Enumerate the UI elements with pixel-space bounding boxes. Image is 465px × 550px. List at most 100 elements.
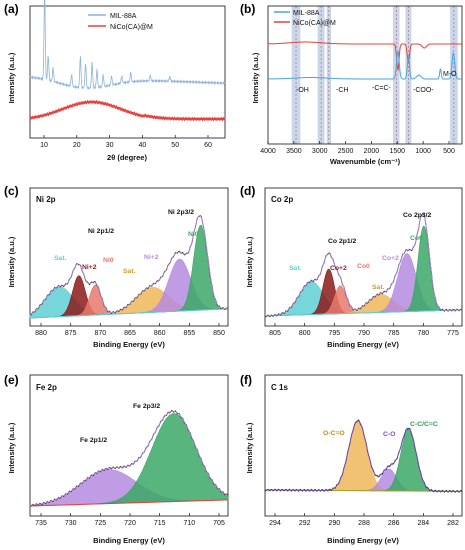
panel-d-xlabel: Binding Energy (eV): [327, 340, 399, 349]
envelope-fit-line: [265, 420, 462, 492]
annot-co2-2: Co+2: [382, 255, 399, 262]
panel-a-label: (a): [4, 2, 19, 16]
background-line: [265, 309, 462, 317]
x-tick-label: 875: [65, 330, 77, 337]
x-tick-label: 730: [65, 520, 77, 527]
panel-c-frame: [29, 187, 229, 327]
panel-f-frame: [264, 374, 463, 517]
annot-ni0-1: Ni0: [103, 257, 114, 264]
series-nico-ir-line: [268, 41, 462, 71]
annot-fe2p32: Fe 2p3/2: [133, 403, 160, 410]
x-tick-label: 775: [447, 330, 459, 337]
panel-b-bands: [291, 6, 458, 144]
annot-ni0-2: Ni0: [188, 231, 199, 238]
panel-e-label: (e): [4, 373, 19, 387]
annot-coo: -COO-: [413, 87, 434, 94]
panel-b-ylabel: Intensity (a.u.): [251, 52, 260, 103]
annot-co0-1: Co0: [357, 263, 370, 270]
annot-co2p12: Co 2p1/2: [328, 238, 357, 245]
panel-b: (b) Intensity (a.u.) MIL-88A NiCo(CA)@M …: [240, 2, 463, 166]
series-mil-ir-line: [268, 50, 462, 80]
panel-a-xlabel: 2θ (degree): [107, 153, 147, 162]
legend-nico-ir-label: NiCo(CA)@M: [293, 20, 336, 27]
annot-co: C-O: [383, 431, 395, 438]
annot-ni2-2: Ni+2: [144, 254, 159, 261]
panel-d-frame: [264, 187, 463, 327]
annot-co2-1: Co+2: [330, 265, 347, 272]
envelope-fit-line: [29, 215, 228, 315]
x-tick-label: 785: [388, 330, 400, 337]
x-tick-label: 40: [139, 142, 147, 149]
panel-b-xlabel: Wavenumble (cm⁻¹): [330, 157, 401, 166]
panel-f: (f) C 1s Intensity (a.u.) Binding Energy…: [240, 373, 463, 545]
annot-sat-1: Sat.: [54, 255, 67, 262]
panel-e-title: Fe 2p: [36, 383, 57, 392]
x-tick-label: 288: [358, 520, 370, 527]
annot-sat-d1: Sat.: [289, 265, 302, 272]
panel-a-ylabel: Intensity (a.u.): [7, 52, 16, 103]
panel-f-xticks: 294 292 290 288 286 284 282: [269, 513, 459, 527]
annot-cc: -C=C-: [372, 85, 392, 92]
x-tick-label: 60: [204, 142, 212, 149]
annot-oh: -OH: [296, 87, 309, 94]
envelope-fit-line: [30, 410, 229, 506]
panel-c-xlabel: Binding Energy (eV): [93, 340, 165, 349]
x-tick-label: 795: [328, 330, 340, 337]
annot-sat-2: Sat.: [123, 268, 136, 275]
panel-f-title: C 1s: [271, 383, 288, 392]
panel-f-label: (f): [240, 373, 252, 387]
x-tick-label: 292: [299, 520, 311, 527]
panel-a-frame: [29, 5, 226, 139]
series-mil-88a-line: [29, 0, 226, 91]
x-tick-label: 715: [154, 520, 166, 527]
annot-ocoo: O-C=O: [323, 430, 345, 437]
panel-b-xticks: 4000 3500 3000 2500 2000 1500 1000 500: [260, 141, 455, 155]
fit-component: [30, 413, 229, 507]
x-tick-label: 500: [443, 148, 455, 155]
panel-c-plot: [29, 214, 229, 319]
panel-a-xticks: 10 20 30 40 50 60: [40, 135, 212, 149]
x-tick-label: 3500: [286, 148, 302, 155]
panel-d-xticks: 805 800 795 790 785 780 775: [269, 323, 459, 337]
annot-sat-d2: Sat.: [372, 284, 385, 291]
panel-d-title: Co 2p: [271, 195, 293, 204]
x-tick-label: 290: [328, 520, 340, 527]
x-tick-label: 725: [94, 520, 106, 527]
annot-co0-2: Co0: [410, 235, 423, 242]
panel-b-frame: [267, 5, 463, 145]
x-tick-label: 284: [417, 520, 429, 527]
annot-ch: -CH: [336, 87, 348, 94]
x-tick-label: 855: [183, 330, 195, 337]
x-tick-label: 294: [269, 520, 281, 527]
x-tick-label: 865: [124, 330, 136, 337]
envelope-fit-line: [264, 213, 462, 317]
x-tick-label: 705: [213, 520, 225, 527]
annot-co2p32: Co 2p3/2: [403, 212, 432, 219]
x-tick-label: 735: [35, 520, 47, 527]
background-line: [30, 499, 228, 507]
panel-e-frame: [29, 374, 229, 517]
annot-ni2-1: Ni+2: [82, 264, 97, 271]
panel-c-label: (c): [4, 184, 19, 198]
x-tick-label: 4000: [260, 148, 276, 155]
panel-d-label: (d): [240, 184, 255, 198]
x-tick-label: 880: [35, 330, 47, 337]
x-tick-label: 20: [73, 142, 81, 149]
x-tick-label: 3000: [312, 148, 328, 155]
panel-e: (e) Fe 2p Intensity (a.u.) Binding Energ…: [4, 373, 229, 545]
panel-f-xlabel: Binding Energy (eV): [327, 536, 399, 545]
panel-d: (d) Co 2p Intensity (a.u.) Binding Energ…: [240, 184, 463, 349]
panel-c: (c) Ni 2p Intensity (a.u.) Binding Energ…: [4, 184, 229, 349]
x-tick-label: 805: [269, 330, 281, 337]
legend-nico-label: NiCo(CA)@M: [110, 24, 153, 31]
x-tick-label: 1500: [389, 148, 405, 155]
x-tick-label: 1000: [415, 148, 431, 155]
annot-cc: C-C/C=C: [410, 421, 438, 428]
panel-b-label: (b): [240, 2, 255, 16]
panel-c-xticks: 880 875 870 865 860 855 850: [35, 323, 225, 337]
x-tick-label: 790: [358, 330, 370, 337]
annot-ni2p32: Ni 2p3/2: [168, 209, 194, 216]
panel-e-ylabel: Intensity (a.u.): [7, 422, 16, 473]
x-tick-label: 282: [447, 520, 459, 527]
